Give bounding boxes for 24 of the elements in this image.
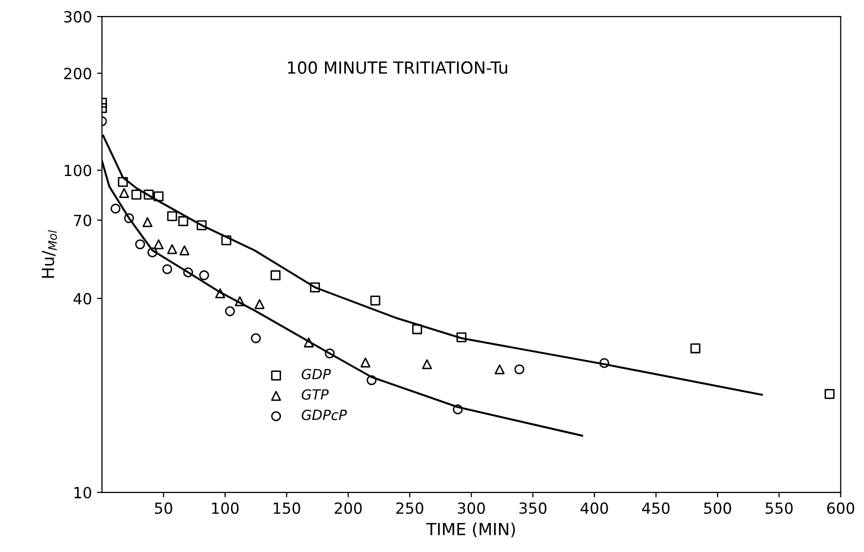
x-tick-label: 400: [580, 502, 608, 514]
y-tick-label: 40: [74, 292, 92, 304]
y-tick-label: 200: [64, 68, 92, 80]
y-tick-label: 100: [64, 164, 92, 176]
x-tick-label: 550: [766, 502, 793, 514]
y-tick-label: 10: [74, 486, 92, 498]
x-tick-label: 350: [519, 502, 546, 514]
x-tick-label: 300: [458, 502, 485, 514]
y-tick-label: 300: [64, 11, 92, 23]
x-tick-label: 450: [642, 502, 670, 514]
text: 100 MINUTE TRITIATION-Tu: [288, 61, 508, 74]
legend-label: GDPcP: [302, 410, 347, 420]
legend-label: GDP: [302, 368, 331, 380]
x-tick-label: 500: [704, 502, 732, 514]
x-tick-label: 600: [827, 502, 854, 514]
legend-label: GTP: [302, 389, 329, 400]
x-tick-label: 50: [154, 502, 172, 514]
x-tick-label: 200: [334, 502, 362, 514]
x-tick-label: 250: [396, 502, 424, 514]
y-axis-title: Hu/$_{Mol}$: [42, 230, 57, 278]
x-axis-title: TIME (MIN): [426, 522, 515, 538]
y-tick-label: 70: [74, 214, 92, 226]
x-tick-label: 100: [212, 502, 239, 514]
x-tick-label: 150: [274, 502, 300, 514]
